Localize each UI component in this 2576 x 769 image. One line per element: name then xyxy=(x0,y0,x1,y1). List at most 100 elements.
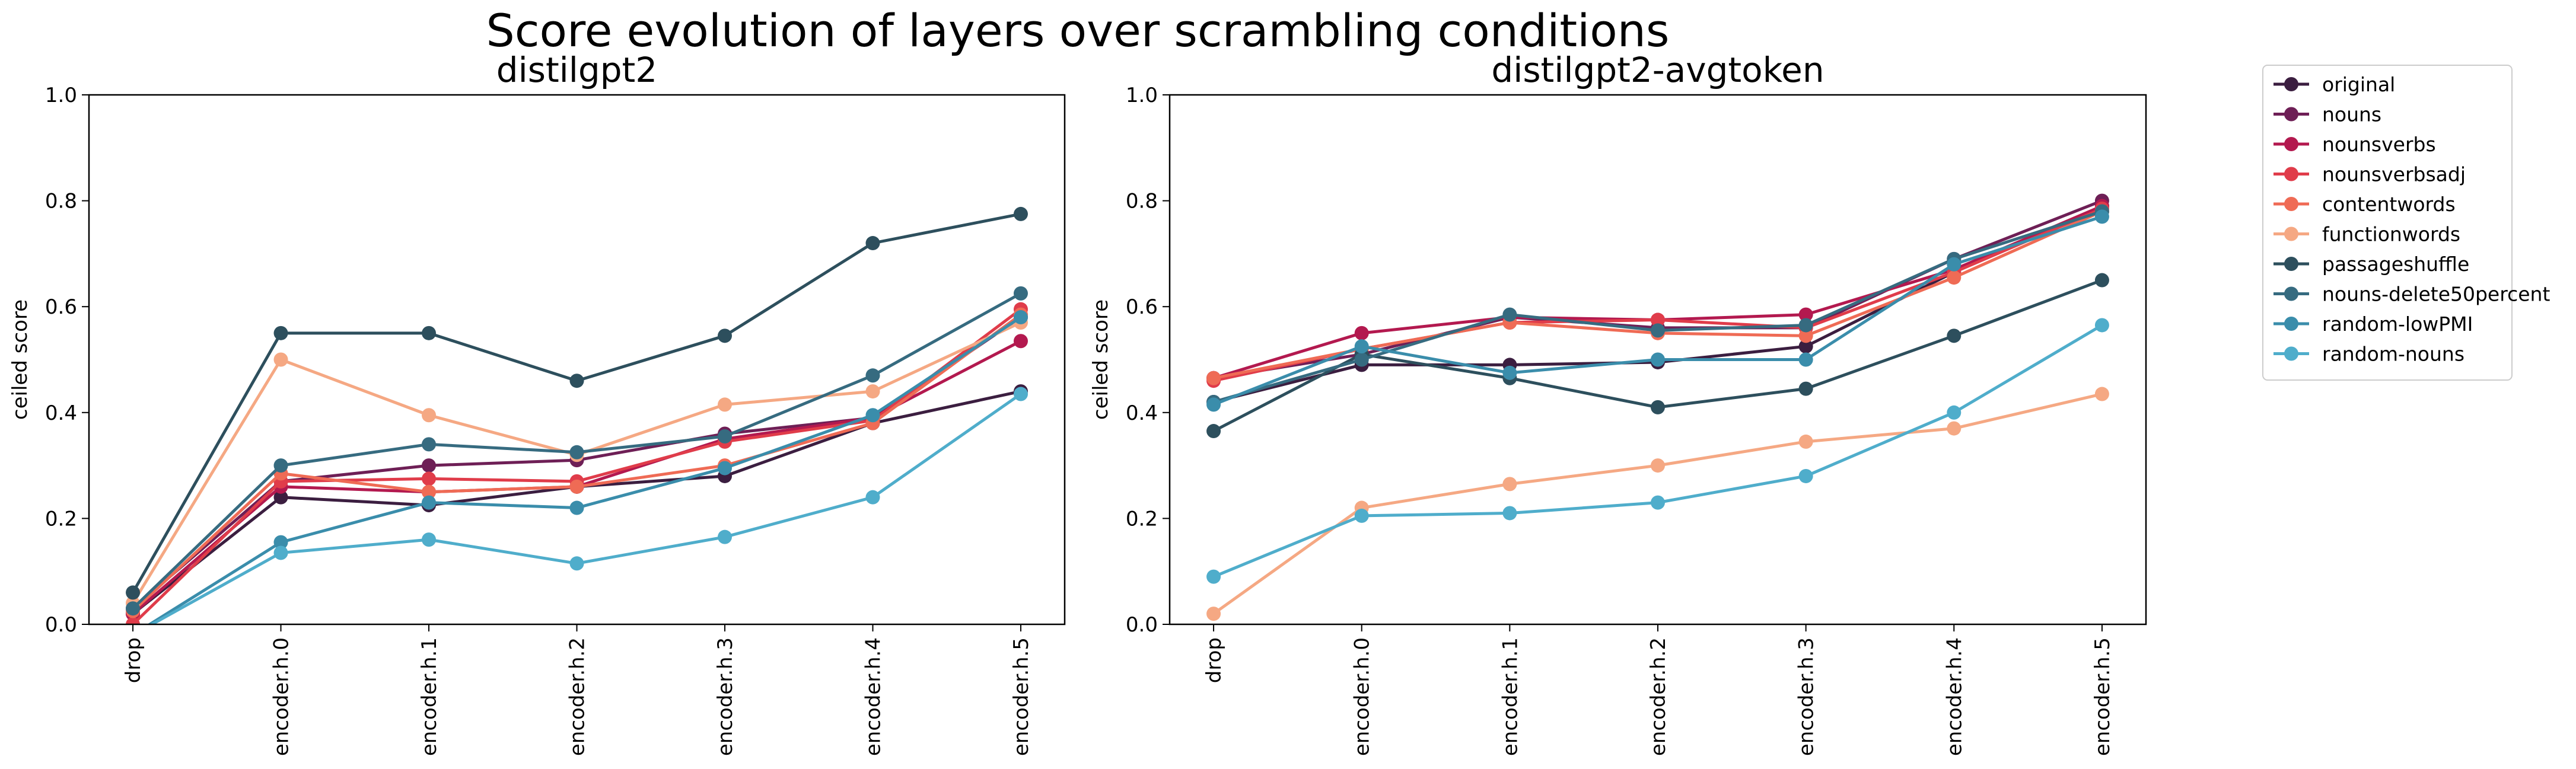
data-point-passageshuffle xyxy=(273,326,288,340)
legend-swatch-marker xyxy=(2284,317,2298,331)
data-point-nouns-delete50percent xyxy=(1354,352,1369,367)
y-tick-label: 1.0 xyxy=(45,84,77,107)
legend-label: contentwords xyxy=(2322,193,2456,216)
x-tick-label: drop xyxy=(1202,637,1226,683)
data-point-passageshuffle xyxy=(717,328,732,343)
series-line-original xyxy=(1213,205,2103,404)
data-point-passageshuffle xyxy=(422,326,437,340)
legend-label: nouns-delete50percent xyxy=(2322,283,2550,306)
data-point-nounsverbsadj xyxy=(422,471,437,486)
series-line-random-lowPMI xyxy=(1213,215,2103,406)
x-tick-label: encoder.h.5 xyxy=(1010,637,1033,756)
legend-label: passageshuffle xyxy=(2322,253,2469,276)
data-point-nounsverbsadj xyxy=(1651,312,1665,327)
y-tick-label: 0.8 xyxy=(45,190,77,213)
data-point-passageshuffle xyxy=(865,236,880,251)
data-point-nouns-delete50percent xyxy=(1013,286,1028,301)
chart-title: distilgpt2-avgtoken xyxy=(1491,50,1824,90)
legend-item-contentwords: contentwords xyxy=(2273,193,2456,216)
y-tick-label: 0.2 xyxy=(45,507,77,531)
legend-swatch-marker xyxy=(2284,137,2298,151)
legend-item-nouns-delete50percent: nouns-delete50percent xyxy=(2273,283,2550,306)
data-point-passageshuffle xyxy=(1651,400,1665,414)
data-point-passageshuffle xyxy=(569,374,584,388)
legend-item-nounsverbsadj: nounsverbsadj xyxy=(2273,163,2466,186)
legend-item-random-nouns: random-nouns xyxy=(2273,343,2464,366)
data-point-random-lowPMI xyxy=(1798,352,1813,367)
data-point-nouns-delete50percent xyxy=(422,437,437,452)
data-point-contentwords xyxy=(422,484,437,499)
x-tick-label: encoder.h.4 xyxy=(1943,637,1966,756)
series-group xyxy=(1206,193,2109,621)
x-tick-label: encoder.h.0 xyxy=(1351,637,1374,756)
data-point-functionwords xyxy=(273,352,288,367)
data-point-nouns-delete50percent xyxy=(717,429,732,443)
chart-title: distilgpt2 xyxy=(496,50,657,90)
data-point-random-lowPMI xyxy=(569,500,584,515)
data-point-contentwords xyxy=(1206,371,1221,385)
y-tick-label: 0.2 xyxy=(1126,507,1158,531)
data-point-random-lowPMI xyxy=(1651,352,1665,367)
data-point-random-lowPMI xyxy=(2094,209,2109,224)
data-point-nouns-delete50percent xyxy=(273,458,288,473)
y-tick-label: 0.6 xyxy=(1126,295,1158,319)
legend-frame xyxy=(2262,65,2513,381)
data-point-random-nouns xyxy=(865,490,880,505)
x-tick-label: encoder.h.2 xyxy=(566,637,590,756)
legend-label: random-nouns xyxy=(2322,343,2464,366)
data-point-passageshuffle xyxy=(1798,381,1813,396)
data-point-contentwords xyxy=(569,479,584,494)
legend: original nouns nounsverbs nounsverbsadj cont… xyxy=(2262,65,2550,381)
data-point-random-lowPMI xyxy=(1354,339,1369,354)
data-point-random-nouns xyxy=(1206,569,1221,584)
y-axis-label: ceiled score xyxy=(8,299,32,420)
data-point-nounsverbs xyxy=(1798,307,1813,322)
x-tick-label: encoder.h.1 xyxy=(418,637,441,756)
data-point-random-nouns xyxy=(1947,405,1962,420)
legend-item-nounsverbs: nounsverbs xyxy=(2273,133,2436,156)
y-tick-label: 0.8 xyxy=(1126,190,1158,213)
data-point-nouns-delete50percent xyxy=(1651,323,1665,338)
legend-label: original xyxy=(2322,73,2395,96)
data-point-random-lowPMI xyxy=(1502,365,1517,380)
data-point-nouns-delete50percent xyxy=(865,368,880,383)
data-point-original xyxy=(273,490,288,505)
data-point-random-nouns xyxy=(2094,318,2109,333)
legend-label: random-lowPMI xyxy=(2322,312,2473,336)
data-point-nounsverbs xyxy=(1013,334,1028,349)
data-point-random-lowPMI xyxy=(1947,257,1962,272)
data-point-random-nouns xyxy=(1798,468,1813,483)
legend-swatch-marker xyxy=(2284,107,2298,122)
data-point-random-lowPMI xyxy=(422,495,437,510)
legend-swatch-marker xyxy=(2284,197,2298,211)
data-point-contentwords xyxy=(1947,270,1962,285)
data-point-functionwords xyxy=(717,397,732,412)
data-point-random-lowPMI xyxy=(1206,397,1221,412)
data-point-functionwords xyxy=(1206,607,1221,621)
data-point-random-lowPMI xyxy=(865,408,880,423)
data-point-passageshuffle xyxy=(1947,328,1962,343)
y-axis-label: ceiled score xyxy=(1089,299,1113,420)
data-point-functionwords xyxy=(1502,477,1517,492)
data-point-random-nouns xyxy=(717,529,732,544)
plot-frame xyxy=(1168,94,2147,626)
data-point-passageshuffle xyxy=(1206,424,1221,439)
x-tick-label: encoder.h.2 xyxy=(1647,637,1670,756)
data-point-nouns-delete50percent xyxy=(1502,307,1517,322)
data-point-functionwords xyxy=(1947,421,1962,436)
y-tick-label: 0.0 xyxy=(1126,613,1158,637)
figure-title: Score evolution of layers over scramblin… xyxy=(486,4,1670,57)
legend-item-passageshuffle: passageshuffle xyxy=(2273,253,2469,276)
data-point-functionwords xyxy=(2094,387,2109,401)
data-point-random-lowPMI xyxy=(1013,310,1028,325)
x-tick-label: encoder.h.4 xyxy=(861,637,885,756)
data-point-random-nouns xyxy=(1502,506,1517,521)
legend-swatch-marker xyxy=(2284,286,2298,301)
chart-panel-1: distilgpt2 ceiled score 0.0 0.2 0.4 0.6 0.8 1.0… xyxy=(8,50,1066,756)
data-point-functionwords xyxy=(1651,458,1665,473)
legend-label: nouns xyxy=(2322,103,2381,126)
x-tick-label: encoder.h.1 xyxy=(1498,637,1522,756)
plot-frame xyxy=(88,94,1066,626)
data-point-random-nouns xyxy=(1013,387,1028,401)
